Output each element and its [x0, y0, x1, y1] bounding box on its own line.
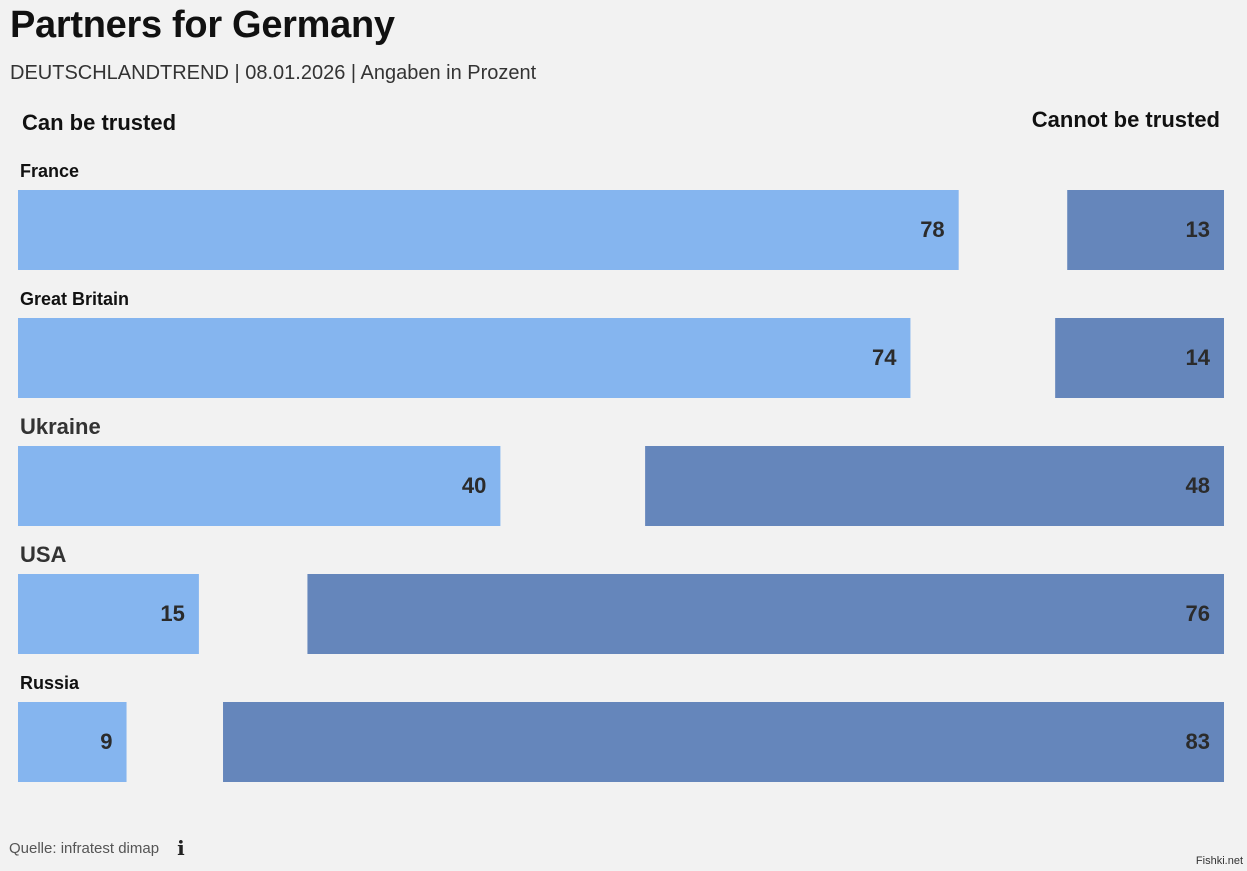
bar-not-trusted-usa	[307, 574, 1224, 654]
bar-not-trusted-great-britain	[1055, 318, 1224, 398]
category-label-france: France	[20, 161, 79, 181]
value-label-not-trusted-ukraine: 48	[1186, 473, 1210, 498]
watermark: Fishki.net	[1195, 855, 1243, 867]
value-label-trusted-ukraine: 40	[462, 473, 486, 498]
category-label-usa: USA	[20, 542, 67, 567]
bar-trusted-usa	[18, 574, 199, 654]
bar-trusted-great-britain	[18, 318, 911, 398]
info-icon[interactable]: i	[177, 836, 185, 860]
bar-trusted-russia	[18, 702, 127, 782]
source-note: Quelle: infratest dimap	[9, 839, 160, 857]
value-label-trusted-great-britain: 74	[872, 345, 897, 370]
value-label-not-trusted-great-britain: 14	[1186, 345, 1211, 370]
value-label-not-trusted-russia: 83	[1186, 729, 1210, 754]
category-label-russia: Russia	[20, 673, 80, 693]
bar-not-trusted-france	[1067, 190, 1224, 270]
bar-not-trusted-ukraine	[645, 446, 1224, 526]
chart-subtitle: DEUTSCHLANDTREND | 08.01.2026 | Angaben …	[10, 62, 537, 84]
chart-title: Partners for Germany	[10, 4, 395, 46]
bar-not-trusted-russia	[223, 702, 1224, 782]
value-label-not-trusted-usa: 76	[1186, 601, 1210, 626]
category-label-ukraine: Ukraine	[20, 414, 101, 439]
footer: Quelle: infratest dimap i	[9, 836, 185, 860]
value-label-trusted-usa: 15	[160, 601, 184, 626]
category-label-great-britain: Great Britain	[20, 289, 129, 309]
legend-can-be-trusted: Can be trusted	[22, 110, 177, 135]
value-label-trusted-france: 78	[920, 217, 944, 242]
value-label-not-trusted-france: 13	[1186, 217, 1210, 242]
value-label-trusted-russia: 9	[100, 729, 112, 754]
legend-cannot-be-trusted: Cannot be trusted	[1031, 107, 1220, 132]
bar-trusted-france	[18, 190, 959, 270]
bar-trusted-ukraine	[18, 446, 501, 526]
